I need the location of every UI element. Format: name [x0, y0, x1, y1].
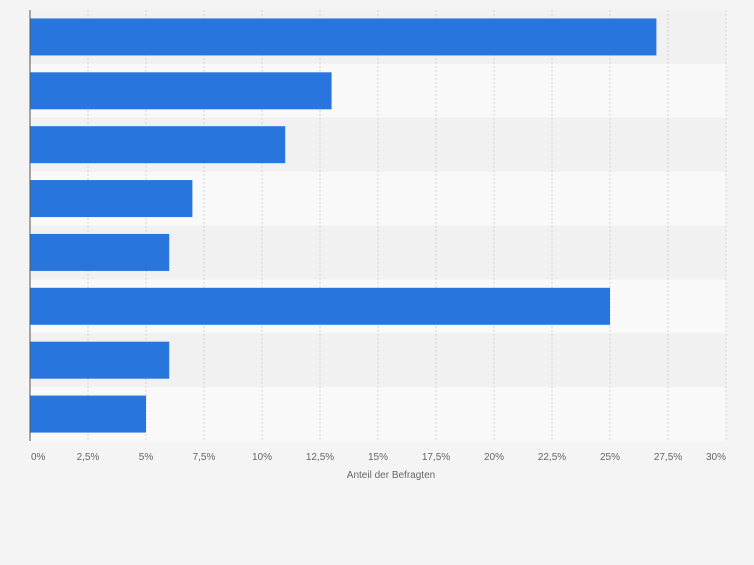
x-tick-label: 25% — [600, 452, 620, 463]
bar — [30, 18, 657, 56]
x-tick-label: 7,5% — [193, 452, 216, 463]
x-axis-label: Anteil der Befragten — [347, 470, 435, 481]
bar — [30, 126, 286, 164]
bar — [30, 72, 332, 110]
x-tick-label: 0% — [31, 452, 46, 463]
x-tick-label: 12,5% — [306, 452, 334, 463]
x-tick-label: 20% — [484, 452, 504, 463]
bar — [30, 233, 170, 271]
bar — [30, 180, 193, 218]
x-tick-label: 15% — [368, 452, 388, 463]
x-tick-labels: 0% 2,5% 5% 7,5% 10% 12,5% 15% 17,5% 20% 22,5% 25% 2… — [31, 452, 726, 463]
bars — [30, 18, 657, 433]
x-tick-label: 10% — [252, 452, 272, 463]
x-tick-label: 30% — [706, 452, 726, 463]
x-tick-label: 2,5% — [77, 452, 100, 463]
x-tick-label: 17,5% — [422, 452, 450, 463]
bar — [30, 395, 146, 433]
x-tick-label: 22,5% — [538, 452, 566, 463]
x-tick-label: 27,5% — [654, 452, 682, 463]
bar — [30, 341, 170, 379]
x-tick-label: 5% — [139, 452, 154, 463]
bar — [30, 287, 610, 325]
